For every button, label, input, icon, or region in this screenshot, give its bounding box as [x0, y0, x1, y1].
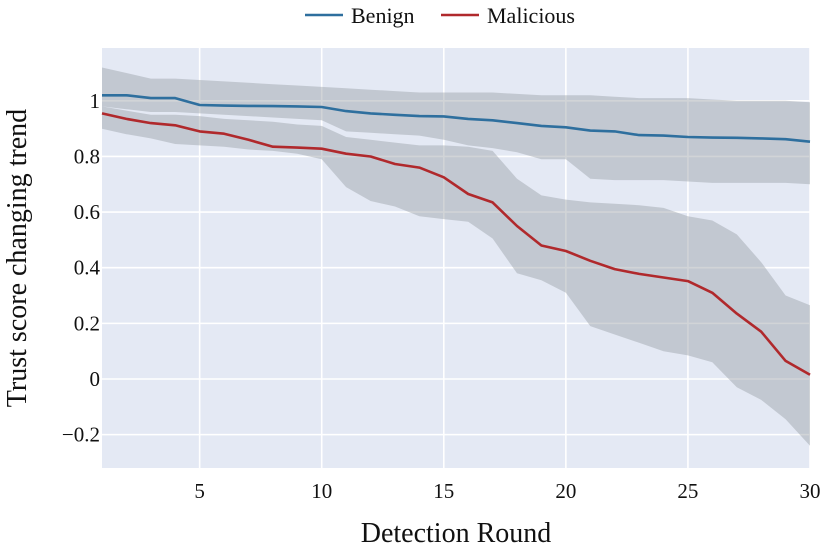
y-tick-labels: −0.2 0 0.2 0.4 0.6 0.8 1: [62, 89, 101, 447]
x-tick-label: 5: [194, 479, 205, 503]
x-tick-label: 20: [555, 479, 576, 503]
benign-line: [102, 94, 811, 143]
legend-label-malicious: Malicious: [487, 3, 575, 28]
y-axis-label: Trust score changing trend: [2, 109, 33, 407]
y-tick-label: −0.2: [62, 423, 100, 447]
benign-band: [102, 67, 810, 185]
y-tick-label: 1: [90, 89, 101, 113]
legend-label-benign: Benign: [351, 3, 415, 28]
legend: Benign Malicious: [305, 3, 575, 28]
grid-lines: [102, 48, 811, 468]
y-tick-label: 0.4: [74, 256, 101, 280]
x-axis-label: Detection Round: [361, 518, 552, 549]
y-tick-label: 0: [90, 367, 101, 391]
x-tick-label: 25: [677, 479, 698, 503]
x-tick-label: 15: [433, 479, 454, 503]
x-tick-label: 30: [800, 479, 821, 503]
x-tick-labels: 5 10 15 20 25 30: [194, 479, 820, 503]
malicious-band: [102, 106, 810, 446]
y-tick-label: 0.2: [74, 311, 100, 335]
series-lines: [101, 94, 811, 376]
y-tick-label: 0.8: [74, 144, 100, 168]
confidence-bands: [102, 67, 810, 446]
y-tick-label: 0.6: [74, 200, 100, 224]
x-tick-label: 10: [311, 479, 332, 503]
malicious-line: [101, 112, 811, 376]
